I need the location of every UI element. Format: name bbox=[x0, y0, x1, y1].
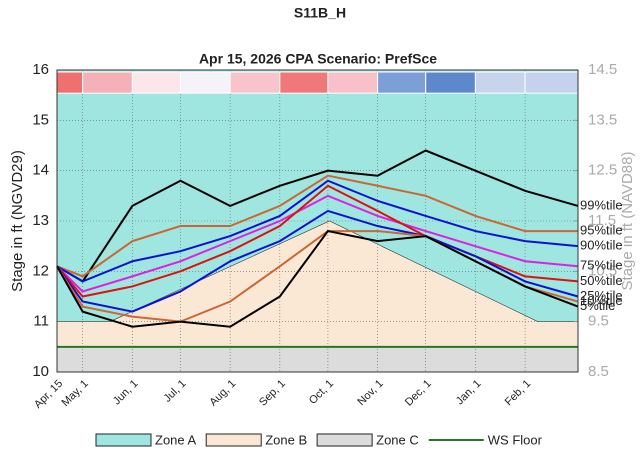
y2-tick-label: 8.5 bbox=[588, 363, 609, 380]
month-strip-cell bbox=[474, 71, 526, 94]
percentile-line bbox=[56, 194, 579, 293]
percentile-line bbox=[56, 174, 578, 278]
plot-frame bbox=[56, 69, 579, 373]
legend-label: Zone A bbox=[155, 432, 197, 447]
y-tick-label: 16 bbox=[32, 61, 49, 78]
x-tick-label: Jun, 1 bbox=[111, 378, 141, 408]
percentile-line bbox=[56, 229, 579, 328]
month-strip-cell bbox=[377, 71, 427, 94]
month-strip-cell bbox=[131, 71, 181, 94]
y2-tick-label: 11.5 bbox=[588, 212, 616, 229]
y-tick-label: 13 bbox=[32, 212, 49, 229]
series-label: 95%tile bbox=[580, 223, 623, 238]
month-strip-cell bbox=[279, 71, 329, 94]
x-tick-label: Jan, 1 bbox=[454, 378, 484, 408]
y2-tick-label: 9.5 bbox=[588, 313, 609, 330]
zone-c bbox=[57, 346, 578, 372]
series-label: 75%tile bbox=[580, 258, 623, 273]
x-tick-label: Oct, 1 bbox=[307, 378, 336, 407]
y2-axis-label: Stage in ft (NAVD88) bbox=[619, 152, 636, 291]
y2-tick-label: 10.5 bbox=[588, 262, 617, 279]
x-tick-label: Sep, 1 bbox=[257, 378, 288, 409]
month-strip-cell bbox=[56, 71, 84, 94]
legend-label: Zone C bbox=[376, 432, 419, 447]
x-tick-label: Feb, 1 bbox=[503, 378, 534, 409]
y2-tick-label: 12.5 bbox=[588, 162, 617, 179]
y2-tick-label: 13.5 bbox=[588, 111, 617, 128]
x-tick-label: May, 1 bbox=[60, 378, 91, 409]
series-label: 50%tile bbox=[580, 273, 623, 288]
month-strip-cell bbox=[229, 71, 281, 94]
series-label: 90%tile bbox=[580, 238, 623, 253]
y-tick-label: 12 bbox=[32, 262, 49, 279]
x-tick-label: Aug, 1 bbox=[207, 378, 238, 409]
x-tick-label: Apr, 15 bbox=[32, 378, 65, 411]
month-strip-cell bbox=[179, 71, 231, 94]
series-label: 25%tile bbox=[580, 288, 623, 303]
month-strip-cell bbox=[425, 71, 476, 94]
percentile-line bbox=[56, 149, 579, 283]
legend-label: Zone B bbox=[265, 432, 307, 447]
x-tick-label: Dec, 1 bbox=[403, 378, 434, 409]
y-tick-label: 15 bbox=[32, 111, 49, 128]
series-label: 5%tile bbox=[580, 298, 615, 313]
suptitle: S11B_H bbox=[294, 5, 346, 21]
legend-label: WS Floor bbox=[488, 432, 543, 447]
y-tick-label: 10 bbox=[32, 363, 49, 380]
legend-swatch bbox=[95, 433, 152, 447]
x-tick-label: Nov, 1 bbox=[355, 378, 385, 408]
chart-title: Apr 15, 2026 CPA Scenario: PrefSce bbox=[199, 51, 437, 67]
legend-swatch bbox=[316, 433, 373, 447]
month-strip-cell bbox=[82, 71, 133, 94]
y-axis-label: Stage in ft (NGVD29) bbox=[9, 150, 26, 292]
y-tick-label: 11 bbox=[33, 313, 49, 330]
x-tick-label: Jul, 1 bbox=[162, 378, 189, 405]
y2-tick-label: 14.5 bbox=[588, 61, 617, 78]
legend-swatch bbox=[205, 433, 262, 447]
series-label: 99%tile bbox=[580, 197, 623, 212]
percentile-line bbox=[56, 179, 579, 283]
month-strip-cell bbox=[327, 71, 379, 94]
percentile-line bbox=[56, 209, 579, 313]
series-label: 10%tile bbox=[580, 293, 623, 308]
y-tick-label: 14 bbox=[32, 162, 49, 179]
month-strip-cell bbox=[524, 71, 579, 94]
